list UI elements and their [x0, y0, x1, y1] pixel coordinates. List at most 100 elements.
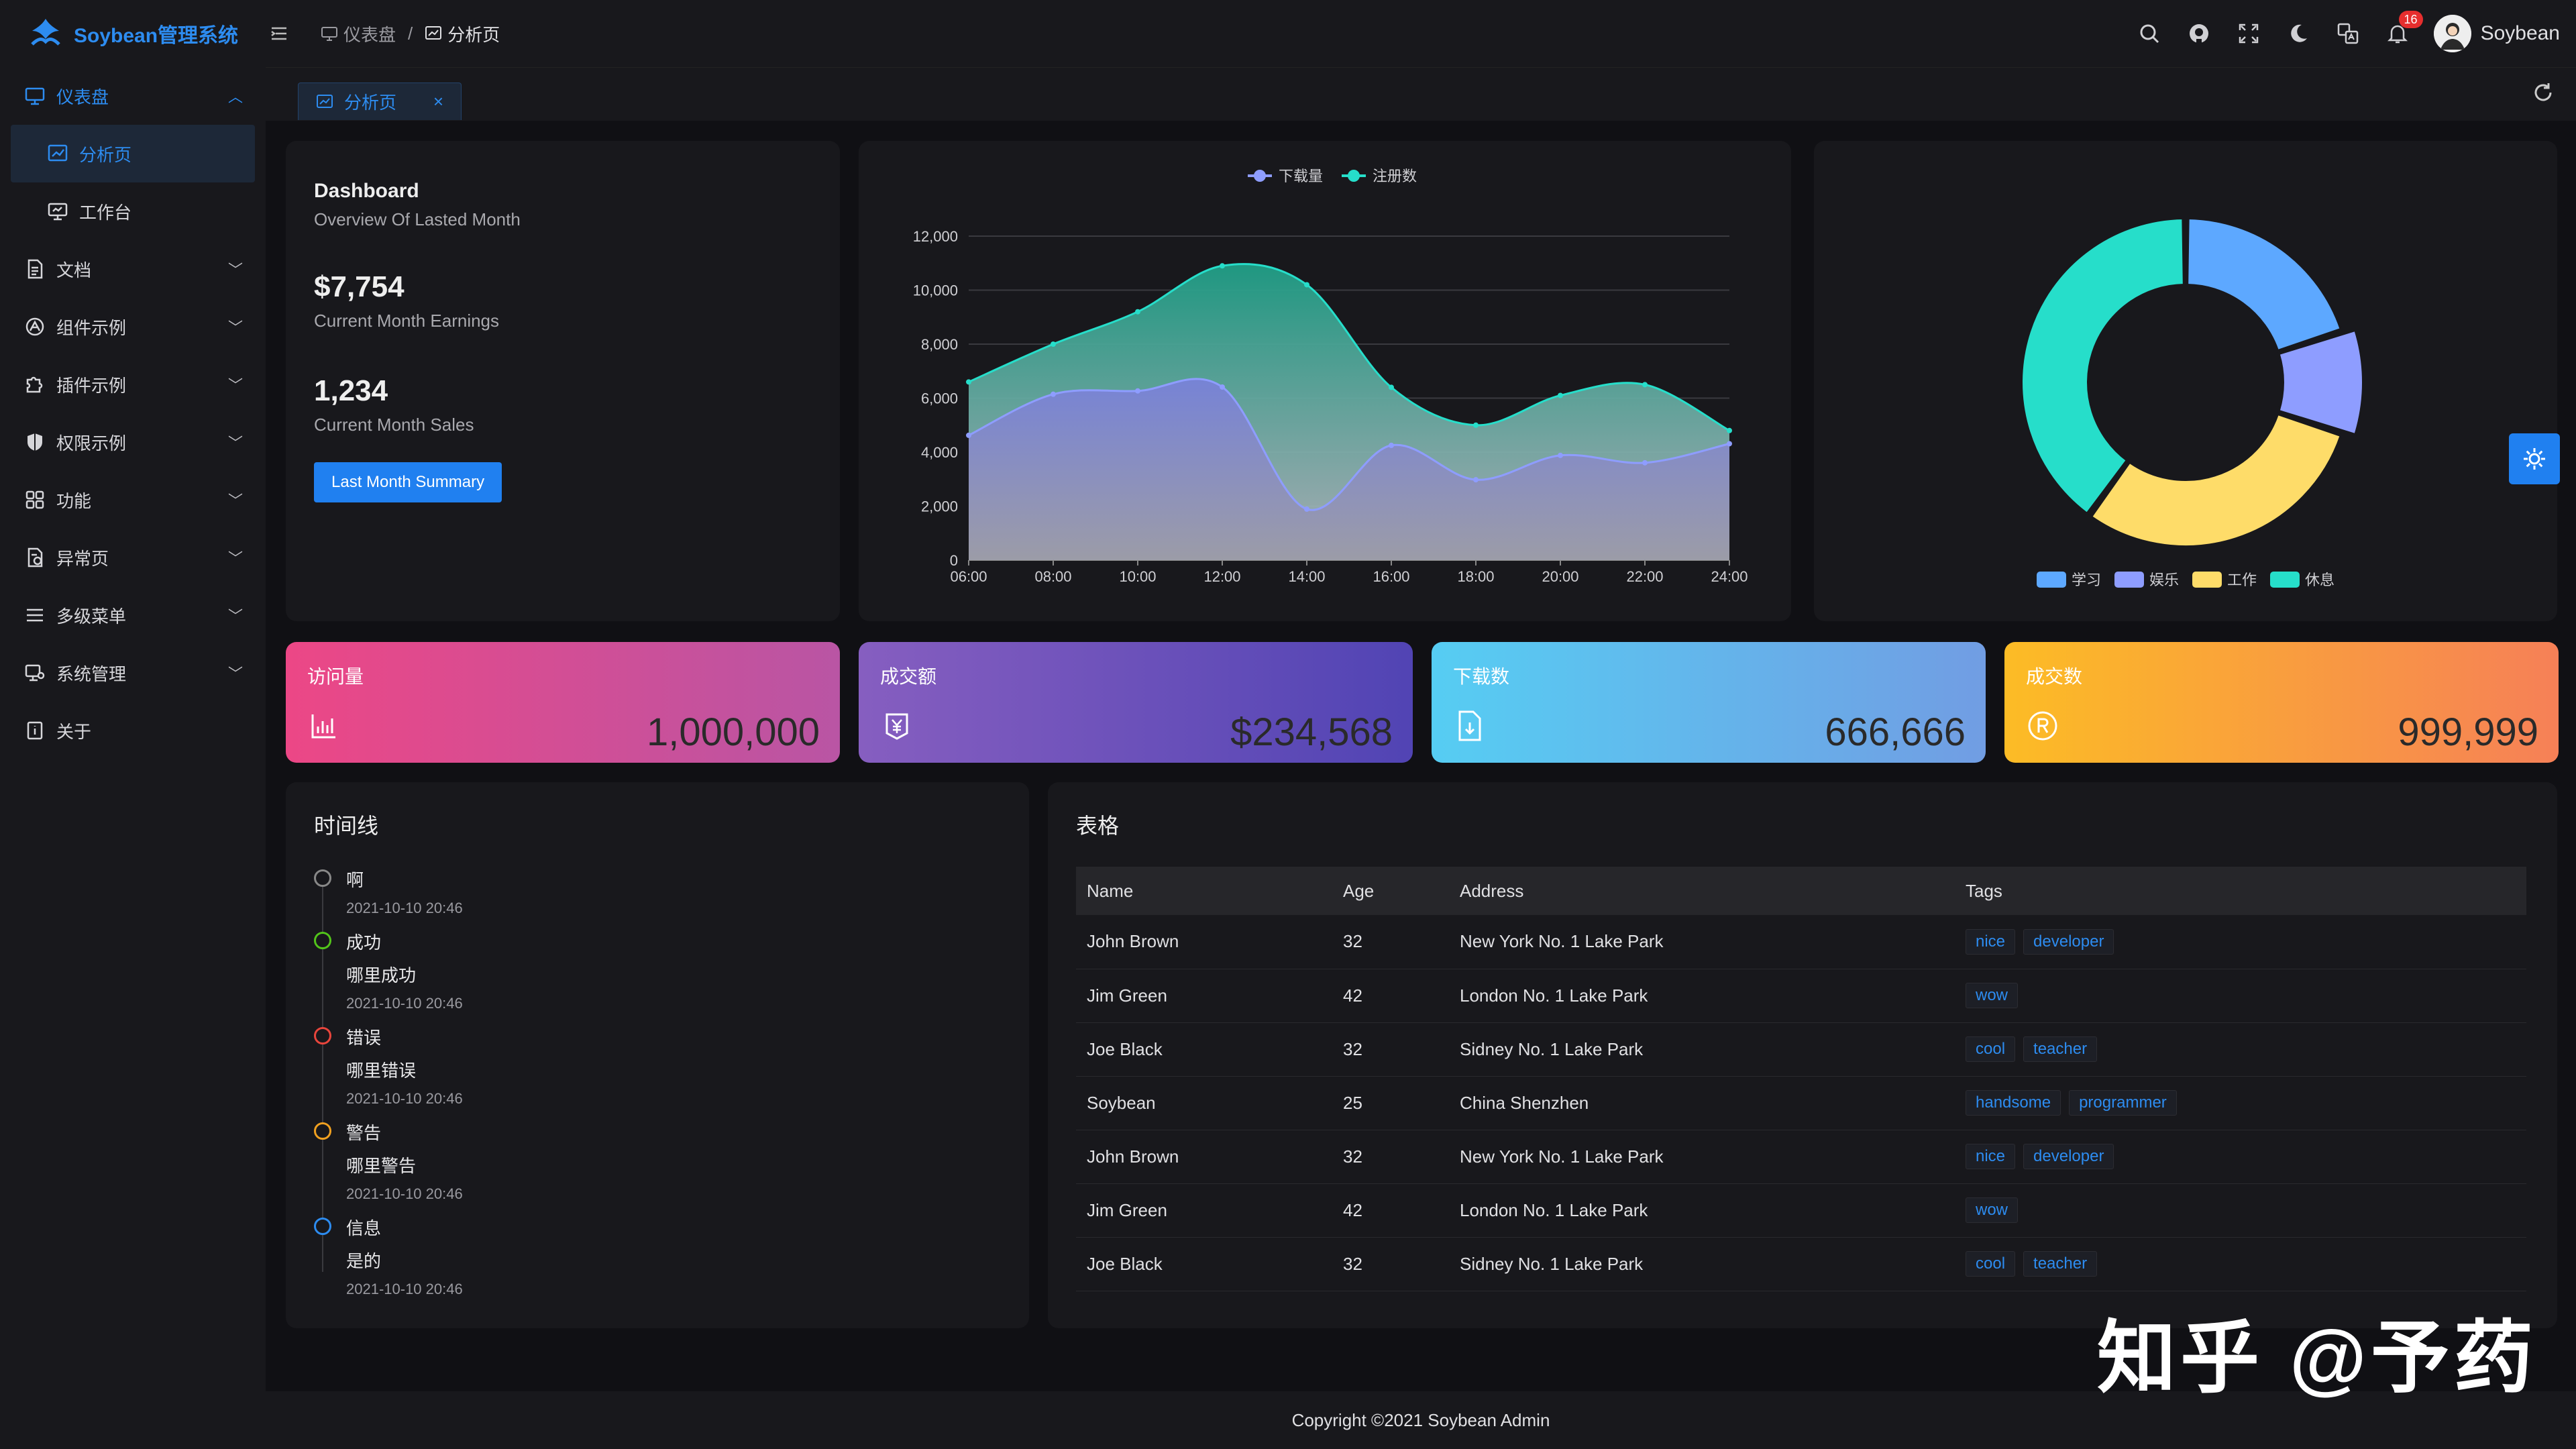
sidebar-item-function[interactable]: 功能 ﹀ [0, 471, 266, 529]
close-icon[interactable]: × [433, 91, 443, 111]
sidebar-item-about[interactable]: 关于 [0, 702, 266, 759]
table-row: Joe Black 32 Sidney No. 1 Lake Park cool… [1076, 1237, 2526, 1291]
stat-label: 成交数 [2026, 666, 2083, 687]
data-point [1304, 506, 1309, 512]
menu-collapse-icon[interactable] [266, 20, 292, 47]
sidebar: 仪表盘 ︿ 分析页 工作台 文档 ﹀ 组件示例 ﹀ 插件示例 ﹀ 权限示例 ﹀ … [0, 67, 266, 1449]
fullscreen-icon[interactable] [2235, 20, 2262, 47]
refresh-icon[interactable] [2532, 81, 2559, 108]
y-tick-label: 12,000 [913, 228, 958, 245]
sidebar-item-docs[interactable]: 文档 ﹀ [0, 240, 266, 298]
data-table: Name Age Address Tags John Brown 32 New … [1076, 867, 2526, 1291]
sidebar-item-components[interactable]: 组件示例 ﹀ [0, 298, 266, 356]
component-icon [23, 315, 47, 339]
last-month-summary-button[interactable]: Last Month Summary [314, 462, 502, 502]
user-menu[interactable]: Soybean [2433, 15, 2560, 52]
stat-label: 成交额 [880, 666, 937, 687]
breadcrumb-item-dashboard[interactable]: 仪表盘 [321, 21, 396, 46]
series-line [968, 263, 1730, 432]
data-point [1727, 441, 1732, 447]
top-header: Soybean管理系统 仪表盘 / 分析页 16 [0, 0, 2576, 67]
line-chart-card: 0 2,000 4,000 6,000 8,000 10,000 12,000 06:00 08… [859, 141, 1791, 621]
stat-value: 1,000,000 [646, 710, 820, 754]
legend-label: 注册数 [1373, 168, 1417, 185]
timeline: 啊 2021-10-10 20:46 成功 哪里成功 2021-10-10 20… [314, 867, 1001, 1298]
pie-chart: 学习 娱乐 工作 休息 [2020, 217, 2365, 589]
sidebar-item-workbench[interactable]: 工作台 [0, 182, 266, 240]
username: Soybean [2480, 22, 2560, 44]
watermark-text: 知乎 @予药 [2097, 1314, 2537, 1403]
timeline-dot [314, 932, 331, 949]
sidebar-item-plugins[interactable]: 插件示例 ﹀ [0, 356, 266, 413]
data-point [1051, 341, 1056, 347]
stat-card-turnover: 成交额 $234,568 [859, 642, 1413, 763]
search-icon[interactable] [2136, 20, 2163, 47]
tag: teacher [2023, 1251, 2098, 1277]
legend-marker [1348, 170, 1360, 182]
notification-bell-icon[interactable]: 16 [2384, 11, 2423, 47]
y-tick-label: 4,000 [921, 444, 958, 461]
monitor-icon [321, 27, 337, 41]
y-tick-label: 0 [950, 552, 958, 569]
breadcrumb-separator: / [408, 23, 413, 44]
breadcrumb-item-analysis[interactable]: 分析页 [425, 21, 500, 46]
puzzle-icon [23, 372, 47, 396]
timeline-card: 时间线 啊 2021-10-10 20:46 成功 哪里成功 2021-10-1… [286, 782, 1029, 1328]
tab-bar: 分析页 × [266, 67, 2576, 121]
y-tick-label: 2,000 [921, 498, 958, 515]
info-book-icon [23, 718, 47, 743]
github-icon[interactable] [2186, 20, 2212, 47]
pie-slice [2186, 217, 2343, 353]
settings-gear-button[interactable] [2509, 433, 2560, 484]
column-header-age: Age [1332, 867, 1449, 915]
sidebar-item-exception[interactable]: 异常页 ﹀ [0, 529, 266, 586]
table-row: John Brown 32 New York No. 1 Lake Park n… [1076, 1130, 2526, 1184]
timeline-item: 警告 哪里警告 2021-10-10 20:46 [314, 1120, 1001, 1203]
sidebar-item-analysis[interactable]: 分析页 [11, 125, 255, 182]
legend-swatch [2037, 572, 2066, 588]
y-tick-label: 10,000 [913, 282, 958, 299]
exception-icon [23, 545, 47, 570]
tag: developer [2023, 928, 2114, 955]
data-point [1051, 391, 1056, 397]
sidebar-item-system[interactable]: 系统管理 ﹀ [0, 644, 266, 702]
shield-icon [23, 430, 47, 454]
stat-value: 666,666 [1825, 710, 1966, 754]
list-icon [23, 603, 47, 627]
tag: cool [1966, 1251, 2016, 1277]
footer: Copyright ©2021 Soybean Admin [266, 1391, 2576, 1449]
download-file-icon [1458, 710, 1481, 741]
timeline-title: 时间线 [314, 814, 379, 838]
tab-analysis[interactable]: 分析页 × [298, 83, 462, 120]
copyright-text: Copyright ©2021 Soybean Admin [1291, 1409, 1550, 1430]
data-point [1558, 452, 1563, 458]
y-tick-label: 8,000 [921, 336, 958, 353]
translate-icon[interactable] [2334, 20, 2361, 47]
notification-badge: 16 [2398, 11, 2423, 28]
sidebar-item-dashboard[interactable]: 仪表盘 ︿ [0, 67, 266, 125]
dark-mode-icon[interactable] [2285, 20, 2312, 47]
x-tick-label: 18:00 [1457, 568, 1494, 585]
table-row: Jim Green 42 London No. 1 Lake Park wow [1076, 969, 2526, 1023]
money-icon [885, 713, 908, 740]
pie-slice [2277, 328, 2365, 437]
legend-label: 娱乐 [2149, 572, 2179, 589]
tag: programmer [2069, 1090, 2177, 1116]
x-tick-label: 22:00 [1626, 568, 1663, 585]
x-tick-label: 10:00 [1119, 568, 1156, 585]
timeline-line [322, 883, 323, 1272]
data-point [1473, 477, 1479, 483]
x-tick-label: 08:00 [1034, 568, 1071, 585]
table-row: John Brown 32 New York No. 1 Lake Park n… [1076, 915, 2526, 969]
timeline-dot [314, 1027, 331, 1044]
sidebar-item-permission[interactable]: 权限示例 ﹀ [0, 413, 266, 471]
column-header-name: Name [1076, 867, 1332, 915]
pie-slice [2020, 217, 2186, 516]
app-logo[interactable]: Soybean管理系统 [0, 15, 266, 52]
pie-chart-card: 学习 娱乐 工作 休息 [1814, 141, 2557, 621]
table-row: Jim Green 42 London No. 1 Lake Park wow [1076, 1183, 2526, 1238]
sales-label: Current Month Sales [314, 415, 474, 435]
sidebar-item-multi-menu[interactable]: 多级菜单 ﹀ [0, 586, 266, 644]
timeline-item: 错误 哪里错误 2021-10-10 20:46 [314, 1024, 1001, 1108]
data-point [1473, 422, 1479, 428]
